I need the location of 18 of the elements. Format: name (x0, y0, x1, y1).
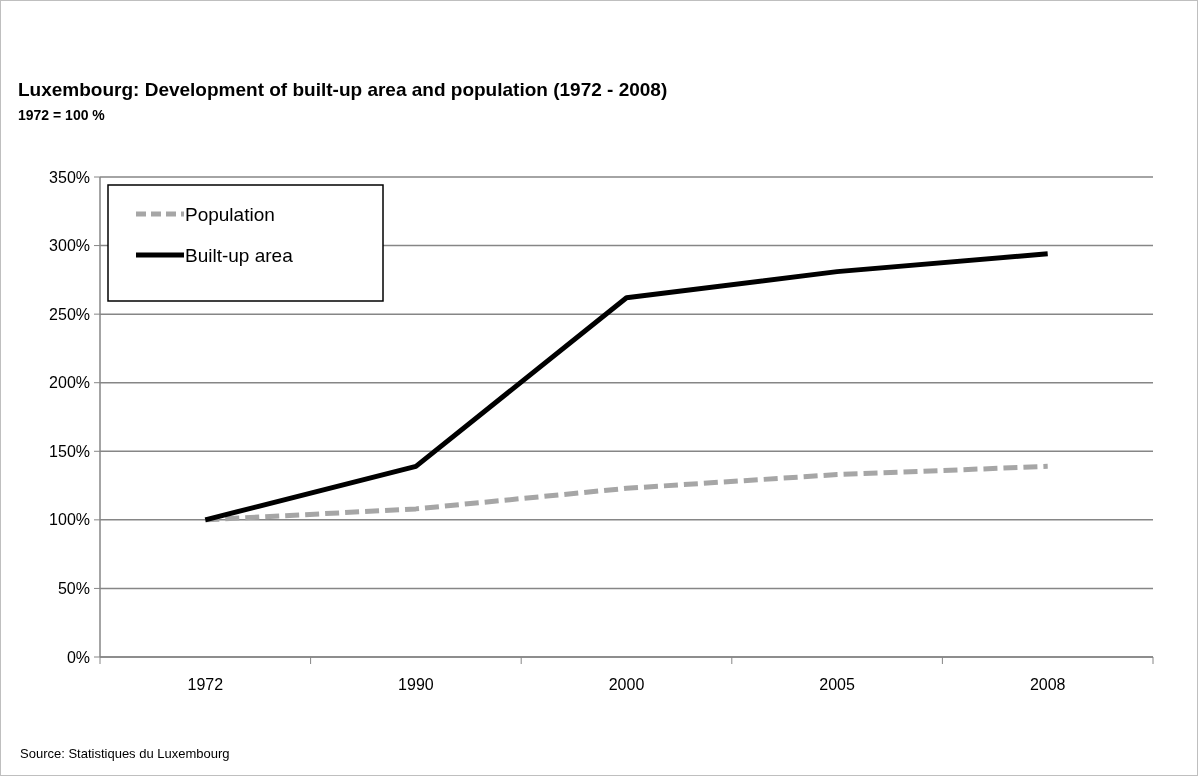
y-tick-label: 200% (49, 374, 90, 392)
chart-subtitle: 1972 = 100 % (18, 107, 106, 123)
y-tick-label: 100% (49, 511, 90, 529)
x-tick-label: 1972 (187, 676, 224, 693)
y-tick-label: 150% (49, 442, 90, 460)
x-tick-label: 2008 (1029, 676, 1066, 693)
x-tick-label: 1990 (398, 676, 434, 693)
y-tick-label: 300% (49, 237, 90, 255)
y-tick-label: 250% (49, 305, 90, 323)
x-tick-label: 2005 (819, 676, 855, 693)
source-note: Source: Statistiques du Luxembourg (20, 746, 230, 761)
x-tick-label: 2000 (608, 676, 645, 693)
chart-title: Luxembourg: Development of built-up area and population (1972 - 2008) (18, 79, 668, 100)
legend-label: Population (185, 203, 275, 225)
legend-label: Built-up area (185, 244, 294, 266)
y-tick-label: 50% (57, 580, 90, 598)
y-tick-label: 0% (66, 648, 90, 666)
y-tick-label: 350% (49, 168, 90, 186)
